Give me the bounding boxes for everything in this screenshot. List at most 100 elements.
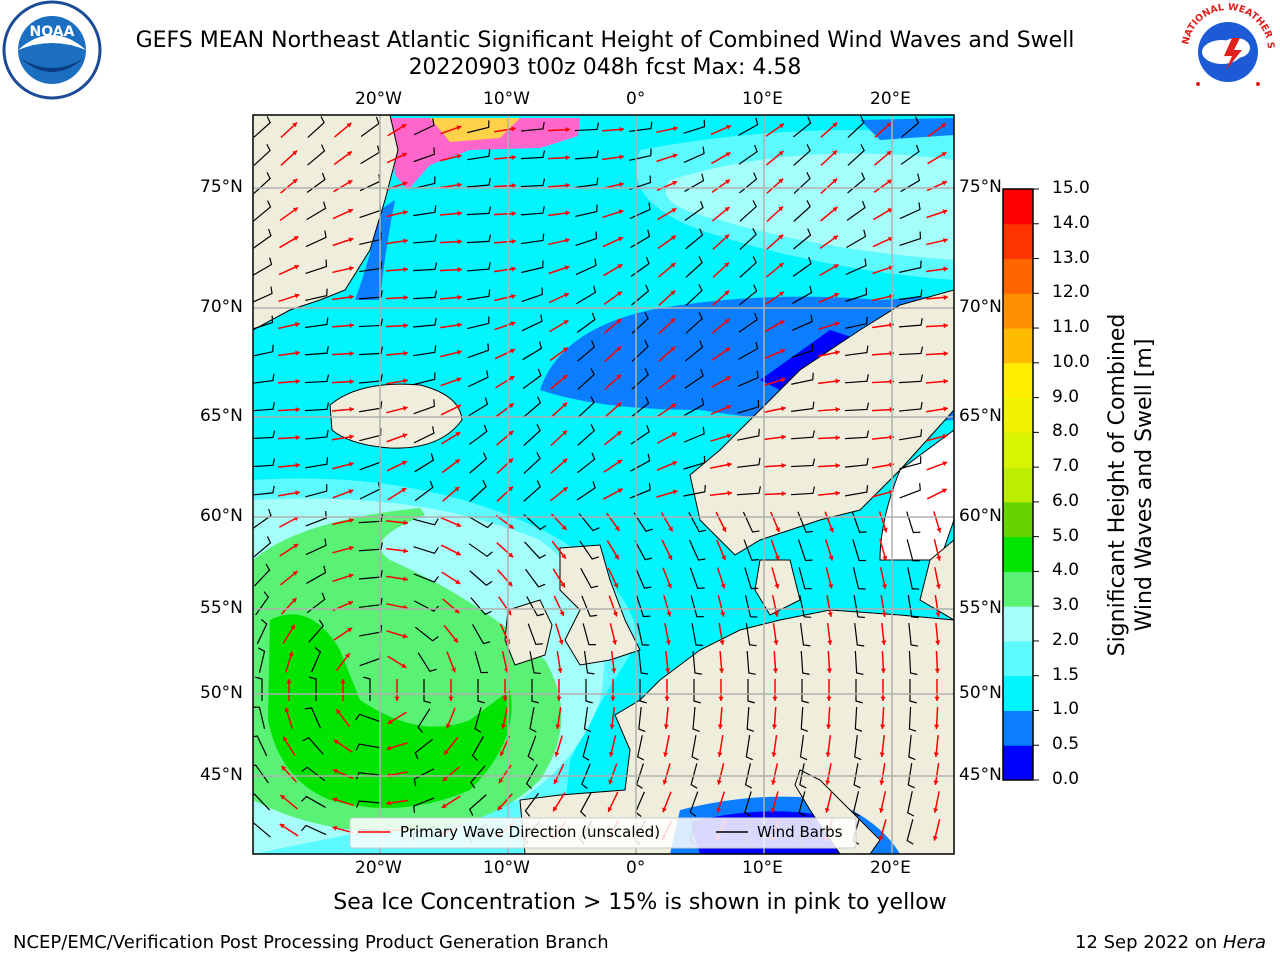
wave-arrow-head [511,126,516,132]
lon-label-top: 20°W [355,89,402,109]
wave-arrow-head [618,209,624,215]
wind-barb [474,707,482,733]
wind-barb [311,647,322,673]
wind-barb [466,178,491,188]
wave-arrow-head [942,433,948,439]
wind-barb [253,228,272,249]
lat-label-left: 70°N [200,297,243,317]
wind-barb [253,485,275,496]
wind-barb [414,453,435,473]
wind-barb [301,824,327,836]
wind-barb [791,314,813,331]
wave-arrow-head [724,319,730,324]
wave-arrow-head [295,490,300,496]
wave-arrow-head [880,724,886,729]
wind-barb [847,116,865,138]
colorbar-bin [1003,223,1033,260]
wave-arrow-head [727,490,732,496]
wave-arrow-head [347,627,353,633]
wind-barb [305,457,329,469]
wind-barb [690,595,704,618]
lon-label-bottom: 10°E [742,858,783,878]
wave-arrow-head [508,523,514,529]
wind-barb [468,397,489,417]
wind-barb [899,202,921,220]
wind-barb [908,622,919,647]
wave-arrow-head [448,696,454,701]
lat-label-right: 65°N [959,406,1002,426]
wind-barb [631,284,650,306]
wind-barb [520,178,546,188]
wave-arrow-head [779,320,785,325]
wave-arrow-head [665,640,671,645]
colorbar-bin [1003,467,1033,503]
wave-arrow-head [833,264,839,269]
wave-arrow-head [284,707,290,713]
wind-barb [412,290,438,300]
wind-barb [688,512,707,533]
wave-arrow-head [292,150,298,156]
wind-barb [908,734,916,761]
wind-barb [906,511,921,534]
wave-arrow-head [348,573,354,579]
wave-arrow-head [293,544,299,549]
wave-arrow-head [346,151,352,157]
wave-arrow-head [835,435,840,441]
colorbar-label-line2: Wind Waves and Swell [m] [1132,339,1157,632]
wave-arrow-head [616,374,622,380]
wave-arrow-head [934,668,940,673]
wind-barb [854,650,864,676]
wind-barb [685,256,703,278]
wave-arrow-head [725,179,730,185]
wind-barb [738,117,759,136]
wind-barb [529,651,542,675]
wind-barb [253,200,272,222]
wind-barb [631,368,649,390]
wind-barb [253,536,272,558]
wave-arrow-head [775,527,781,533]
wind-barb [417,708,431,733]
wave-arrow-head [561,553,566,559]
wave-arrow-head [834,292,840,298]
wave-arrow-head [457,210,462,216]
wind-barb [524,792,540,817]
wind-barb [683,146,705,163]
wave-arrow-head [780,348,786,354]
wind-barb [413,372,436,386]
wave-arrow-head [716,807,722,813]
wave-arrow-head [771,780,777,785]
wave-arrow-head [446,723,451,729]
wave-arrow-head [349,518,354,524]
legend-wind-label: Wind Barbs [757,823,843,841]
wave-arrow-head [725,376,731,381]
wave-arrow-head [934,696,940,701]
wind-barb [790,430,815,440]
wind-barb [574,122,600,132]
lat-label-right: 55°N [959,598,1002,618]
chart-subtitle: 20220903 t00z 048h fcst Max: 4.58 [408,55,802,80]
colorbar-bin [1003,328,1033,364]
wave-arrow-head [402,433,408,439]
wave-arrow-head [558,639,564,645]
colorbar-tick-label: 5.0 [1052,525,1080,546]
wind-barb [685,312,703,334]
wind-barb [358,290,383,300]
wave-arrow-head [724,290,730,296]
wave-arrow-head [295,435,300,441]
wave-arrow-head [612,611,618,617]
wave-arrow-head [454,459,460,465]
lat-label-left: 55°N [200,598,243,618]
wave-arrow-head [453,637,458,643]
wind-barb [577,424,595,446]
wind-barb [846,200,866,221]
wind-barb [631,340,649,362]
lat-label-left: 60°N [200,506,243,526]
wave-arrow-head [778,263,784,268]
wind-barb [579,540,600,560]
wind-barb [525,764,538,789]
wind-barb [684,397,705,416]
wind-barb [582,623,596,646]
wind-barb [575,258,597,276]
wind-barb [854,735,862,761]
wave-arrow-head [825,752,831,757]
